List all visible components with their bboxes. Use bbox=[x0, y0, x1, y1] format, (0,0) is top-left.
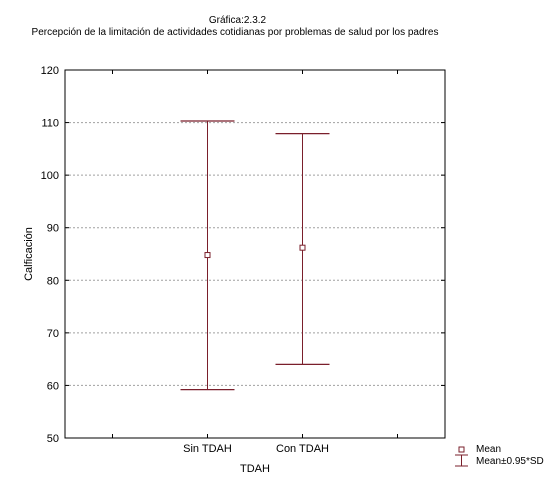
y-tick-label-80: 80 bbox=[47, 275, 59, 287]
plot-area bbox=[64, 69, 446, 439]
x-tick-label-1: Sin TDAH bbox=[183, 443, 232, 455]
y-tick-label-70: 70 bbox=[47, 328, 59, 340]
grid-lines bbox=[65, 122, 445, 386]
mean-marker-2 bbox=[299, 244, 306, 251]
y-tick-label-100: 100 bbox=[41, 170, 59, 182]
y-tick-label-110: 110 bbox=[41, 118, 59, 130]
y-axis: 50 60 70 80 90 100 110 120 bbox=[41, 65, 445, 445]
y-tick-label-90: 90 bbox=[47, 223, 59, 235]
y-tick-label-120: 120 bbox=[41, 65, 59, 77]
chart-title: Gráfica:2.3.2 bbox=[208, 15, 267, 26]
error-bars bbox=[180, 120, 330, 391]
chart-subtitle: Percepción de la limitación de actividad… bbox=[31, 27, 439, 38]
legend-sd-marker bbox=[455, 454, 468, 467]
x-axis-label: TDAH bbox=[240, 463, 270, 475]
legend-sd-label: Mean±0.95*SD bbox=[476, 456, 544, 467]
x-axis: Sin TDAH Con TDAH bbox=[112, 70, 398, 455]
mean-marker-1 bbox=[204, 252, 211, 259]
x-tick-label-2: Con TDAH bbox=[276, 443, 329, 455]
y-tick-label-50: 50 bbox=[47, 433, 59, 445]
legend-mean-marker bbox=[458, 446, 465, 453]
y-tick-label-60: 60 bbox=[47, 380, 59, 392]
y-axis-label: Calficación bbox=[23, 227, 35, 281]
legend: Mean Mean±0.95*SD bbox=[455, 444, 544, 467]
legend-mean-label: Mean bbox=[476, 444, 501, 455]
